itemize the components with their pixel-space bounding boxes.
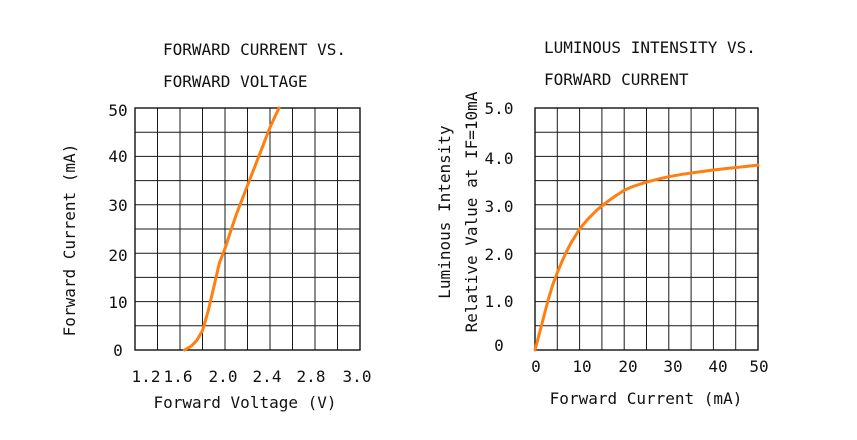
y-tick-label: 50 xyxy=(108,101,127,120)
chart-title-line: FORWARD CURRENT VS. xyxy=(163,40,346,59)
y-tick-label: 3.0 xyxy=(485,197,514,216)
x-tick-label: 30 xyxy=(663,357,682,376)
y-tick-label: 0 xyxy=(494,336,504,355)
chart-title-line: LUMINOUS INTENSITY VS. xyxy=(544,38,756,57)
x-tick-label: 50 xyxy=(749,357,768,376)
y-axis-label-line: Luminous Intensity xyxy=(435,125,454,299)
x-tick-label: 2.8 xyxy=(297,367,326,386)
x-tick-label: 10 xyxy=(572,357,591,376)
x-tick-label: 40 xyxy=(708,357,727,376)
plot-frame xyxy=(534,107,759,351)
series-line xyxy=(183,106,281,352)
y-tick-label: 20 xyxy=(108,246,127,265)
chart-title-line: FORWARD CURRENT xyxy=(544,70,689,89)
y-tick-label: 4.0 xyxy=(485,149,514,168)
plot-frame xyxy=(134,107,361,351)
x-tick-label: 1.2 xyxy=(132,367,161,386)
x-tick-label: 1.6 xyxy=(164,367,193,386)
y-tick-label: 30 xyxy=(108,196,127,215)
y-tick-label: 40 xyxy=(108,147,127,166)
y-tick-label: 1.0 xyxy=(485,292,514,311)
y-tick-label: 5.0 xyxy=(485,99,514,118)
y-tick-label: 0 xyxy=(113,341,123,360)
x-tick-label: 0 xyxy=(531,357,541,376)
x-tick-label: 2.4 xyxy=(253,367,282,386)
x-tick-label: 3.0 xyxy=(343,367,372,386)
chart-1: FORWARD CURRENT VS. FORWARD VOLTAGE 1.2 1.6… xyxy=(60,40,371,412)
series-line xyxy=(533,163,760,352)
x-tick-label: 2.0 xyxy=(209,367,238,386)
chart-2: LUMINOUS INTENSITY VS. FORWARD CURRENT 0 10… xyxy=(435,38,769,408)
y-tick-label: 10 xyxy=(108,293,127,312)
x-tick-label: 20 xyxy=(618,357,637,376)
x-axis-label: Forward Voltage (V) xyxy=(153,393,336,412)
chart-title-line: FORWARD VOLTAGE xyxy=(163,72,308,91)
y-axis-label: Forward Current (mA) xyxy=(60,144,79,337)
y-axis-label-line: Relative Value at IF=10mA xyxy=(462,91,481,332)
x-axis-label: Forward Current (mA) xyxy=(550,389,743,408)
y-tick-label: 2.0 xyxy=(485,245,514,264)
